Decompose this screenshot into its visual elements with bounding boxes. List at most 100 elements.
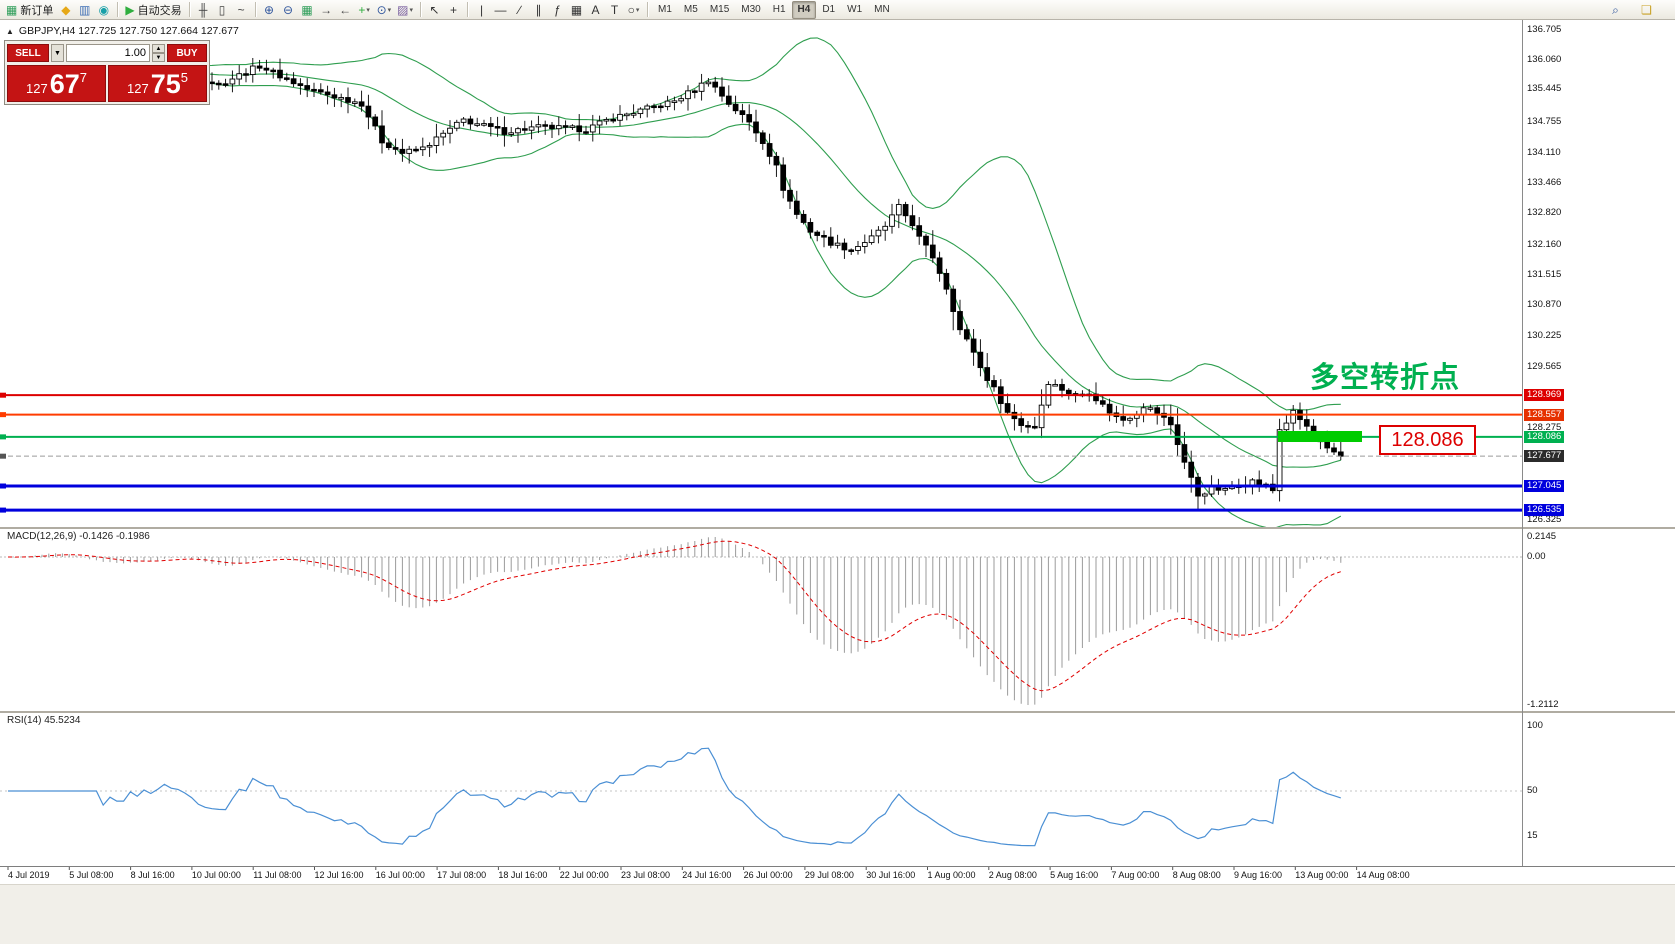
fibonacci-icon[interactable]: ƒ — [548, 1, 567, 19]
chart-shift-icon[interactable]: ← — [336, 1, 355, 19]
tile-windows-icon[interactable]: ▦ — [298, 1, 317, 19]
toolbar-group-objects: | — ∕ ∥ ƒ ▦ A T ○ ▾ — [472, 0, 643, 19]
buy-price-button[interactable]: 127 75 5 — [108, 65, 207, 102]
volume-up-button[interactable]: ▲ — [152, 44, 165, 53]
autotrading-button[interactable]: ▶ 自动交易 — [122, 1, 184, 19]
price-badge: 127.045 — [1524, 480, 1565, 492]
fibonacci-icon-glyph: ƒ — [554, 2, 561, 17]
toolbar-separator — [420, 2, 422, 17]
sell-button[interactable]: SELL — [7, 44, 49, 62]
tf-m5-button[interactable]: M5 — [678, 1, 704, 19]
grid-icon-glyph: ▦ — [570, 2, 583, 17]
collapse-panel-icon[interactable]: ▲ — [6, 26, 14, 36]
crosshair-icon[interactable]: + — [444, 1, 463, 19]
time-axis-label: 12 Jul 16:00 — [314, 870, 364, 880]
tf-w1-button[interactable]: W1 — [841, 1, 868, 19]
candles-chart-icon[interactable]: ▯ — [213, 1, 232, 19]
tf-h4-button[interactable]: H4 — [791, 0, 817, 19]
label-icon[interactable]: T — [605, 1, 624, 19]
new-order-button[interactable]: ▦ 新订单 — [3, 1, 56, 19]
macd-axis-tick: 0.00 — [1527, 551, 1546, 562]
buy-button[interactable]: BUY — [167, 44, 207, 62]
grid-icon[interactable]: ▦ — [567, 1, 586, 19]
tf-m15-button-label: M15 — [709, 4, 730, 15]
panel-separator-rsi[interactable] — [0, 711, 1675, 713]
channel-icon[interactable]: ∥ — [529, 1, 548, 19]
volume-down-button[interactable]: ▼ — [152, 53, 165, 62]
price-tick: 135.445 — [1527, 83, 1562, 95]
time-axis-label: 4 Jul 2019 — [8, 870, 50, 880]
tf-m30-button-label: M30 — [741, 4, 761, 15]
rsi-axis-tick: 50 — [1527, 785, 1538, 796]
toolbar-separator — [254, 2, 256, 17]
tf-m15-button[interactable]: M15 — [704, 1, 735, 19]
sell-price-prefix: 127 — [26, 81, 48, 96]
chart-annotation-text[interactable]: 多空转折点 — [1310, 362, 1461, 394]
price-label-box[interactable]: 128.086 — [1379, 425, 1476, 455]
highlight-rectangle[interactable] — [1278, 431, 1362, 442]
volume-input[interactable] — [66, 44, 150, 62]
panel-separator-macd[interactable] — [0, 527, 1675, 529]
text-icon[interactable]: A — [586, 1, 605, 19]
indicators-icon-dropdown-icon[interactable]: ▾ — [366, 6, 370, 14]
chart-title: GBPJPY,H4 127.725 127.750 127.664 127.67… — [18, 25, 239, 37]
zoom-out-icon-glyph: ⊖ — [283, 2, 294, 17]
indicators-icon[interactable]: + ▾ — [355, 1, 374, 19]
price-tick: 128.275 — [1527, 421, 1562, 433]
line-chart-icon[interactable]: ~ — [232, 1, 251, 19]
time-axis-label: 13 Aug 00:00 — [1295, 870, 1349, 880]
tf-h1-button[interactable]: H1 — [767, 1, 792, 19]
sell-price-button[interactable]: 127 67 7 — [7, 65, 106, 102]
time-axis-label: 8 Jul 16:00 — [130, 870, 175, 880]
price-tick: 134.755 — [1527, 116, 1562, 128]
price-axis[interactable]: 136.705 136.060 135.445 134.755 134.110 133.4… — [1524, 0, 1674, 944]
autotrading-button-label: 自动交易 — [137, 4, 182, 17]
price-tick: 130.225 — [1527, 329, 1562, 341]
market-watch-icon-glyph: ▥ — [79, 2, 91, 17]
auto-scroll-icon[interactable]: → — [317, 1, 336, 19]
tf-d1-button[interactable]: D1 — [816, 1, 841, 19]
trade-panel-prices: 127 67 7 127 75 5 — [7, 65, 207, 102]
time-axis-label: 23 Jul 08:00 — [621, 870, 671, 880]
trendline-icon[interactable]: ∕ — [510, 1, 529, 19]
shapes-icon-dropdown-icon[interactable]: ▾ — [635, 6, 640, 14]
time-axis-label: 2 Aug 08:00 — [988, 870, 1037, 880]
new-order-button-label: 新订单 — [20, 4, 54, 17]
line-chart-icon-glyph: ~ — [237, 2, 245, 17]
cursor-icon[interactable]: ↖ — [425, 1, 444, 19]
tf-mn-button[interactable]: MN — [868, 1, 896, 19]
tf-m1-button[interactable]: M1 — [652, 1, 678, 19]
time-axis-separator — [0, 866, 1675, 867]
data-window-icon[interactable]: ◉ — [94, 1, 113, 19]
time-axis[interactable]: 4 Jul 2019 5 Jul 08:00 8 Jul 16:00 10 Jul 0… — [0, 867, 1522, 884]
periods-icon-glyph: ⊙ — [376, 2, 387, 17]
volume-spinner: ▲ ▼ — [152, 44, 165, 62]
toolbar-group-chart-types: ╫ ▯ ~ — [194, 0, 251, 19]
time-axis-label: 10 Jul 00:00 — [191, 870, 241, 880]
zoom-in-icon-glyph: ⊕ — [264, 2, 275, 17]
toolbar-separator — [188, 2, 190, 17]
navigator-icon[interactable]: ◆ — [56, 1, 75, 19]
market-watch-icon[interactable]: ▥ — [75, 1, 94, 19]
templates-icon[interactable]: ▨ ▾ — [394, 1, 416, 19]
community-icon[interactable]: ❏ — [1637, 1, 1656, 19]
bars-chart-icon[interactable]: ╫ — [194, 1, 213, 19]
vertical-line-icon[interactable]: | — [472, 1, 491, 19]
zoom-in-icon[interactable]: ⊕ — [260, 1, 279, 19]
horizontal-line-icon-glyph: — — [494, 2, 507, 17]
shapes-icon[interactable]: ○ ▾ — [624, 1, 643, 19]
search-icon[interactable]: ⌕ — [1606, 1, 1625, 19]
bars-chart-icon-glyph: ╫ — [198, 2, 208, 17]
tf-m30-button[interactable]: M30 — [735, 1, 766, 19]
periods-icon-dropdown-icon[interactable]: ▾ — [387, 6, 392, 14]
autotrading-glyph: ▶ — [125, 2, 135, 17]
price-tick: 134.110 — [1527, 146, 1561, 158]
templates-icon-dropdown-icon[interactable]: ▾ — [409, 6, 414, 14]
zoom-out-icon[interactable]: ⊖ — [279, 1, 298, 19]
horizontal-line-icon[interactable]: — — [491, 1, 510, 19]
periods-icon[interactable]: ⊙ ▾ — [374, 1, 395, 19]
toolbar-right-icons: ⌕ ❏ — [1606, 1, 1672, 19]
order-type-dropdown[interactable]: ▼ — [51, 44, 64, 62]
